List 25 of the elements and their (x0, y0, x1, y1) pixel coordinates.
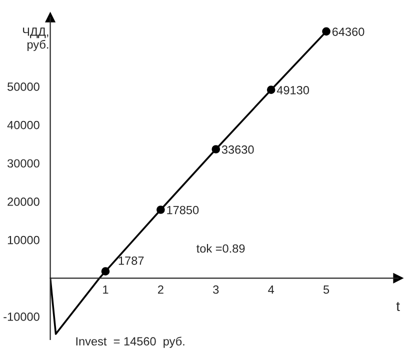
data-label: 33630 (222, 145, 254, 154)
x-tick-label: 4 (268, 286, 274, 294)
y-tick-label: 40000 (7, 120, 40, 130)
y-axis-title: ЧДД, руб. (23, 28, 48, 52)
point (101, 267, 110, 276)
data-label: 49130 (276, 86, 310, 94)
y-tick-label: 30000 (7, 159, 40, 168)
annotation: Invest = 14560 руб. (76, 336, 184, 348)
x-tick-label: 1 (103, 286, 108, 294)
y-tick-label: -10000 (4, 312, 40, 321)
point (156, 206, 165, 214)
x-axis-title: t (396, 302, 400, 312)
y-tick-label: 50000 (8, 82, 40, 91)
y-tick-label: 10000 (8, 236, 40, 244)
x-tick-label: 5 (323, 286, 330, 294)
point (322, 27, 330, 36)
annotation: tok =0.89 (196, 244, 245, 253)
data-label: 17850 (167, 206, 199, 214)
data-label: 1787 (118, 256, 144, 265)
data-label: 64360 (332, 28, 364, 36)
x-tick-label: 3 (213, 285, 219, 294)
point (212, 145, 220, 154)
point (266, 86, 276, 94)
y-tick-label: 20000 (8, 198, 40, 206)
x-tick-label: 2 (158, 285, 164, 294)
